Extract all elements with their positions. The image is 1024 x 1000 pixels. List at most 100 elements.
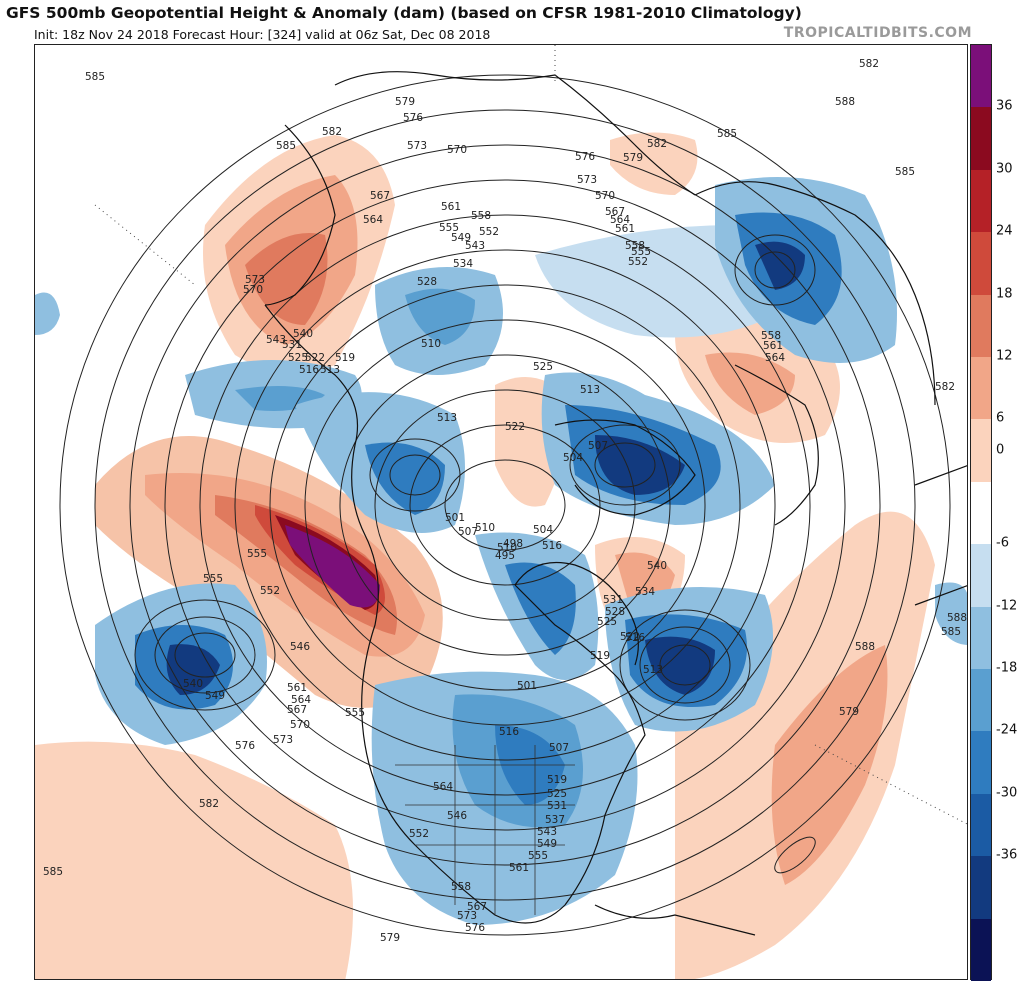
contour-label: 588 (855, 641, 875, 653)
contour-label: 573 (245, 274, 265, 286)
contour-label: 549 (451, 232, 471, 244)
contour-label: 543 (465, 240, 485, 252)
colorbar-tick-label: 18 (996, 286, 1013, 302)
contour-label: 498 (503, 538, 523, 550)
colorbar-swatch (971, 45, 991, 108)
contour-label: 516 (542, 540, 562, 552)
contour-label: 564 (610, 214, 630, 226)
contour-label: 507 (588, 440, 608, 452)
contour-label: 495 (495, 550, 515, 562)
contour-label: 585 (717, 128, 737, 140)
contour-label: 579 (839, 706, 859, 718)
chart-subtitle: Init: 18z Nov 24 2018 Forecast Hour: [32… (34, 27, 491, 42)
colorbar-swatch (971, 481, 991, 545)
colorbar-swatch (971, 232, 991, 296)
contour-label: 579 (380, 932, 400, 944)
contour-label: 510 (497, 542, 517, 554)
contour-label: 534 (453, 258, 473, 270)
colorbar-tick-label: 36 (996, 98, 1013, 114)
colorbar-swatch (971, 669, 991, 732)
contour-label: 579 (623, 152, 643, 164)
contour-label: 522 (620, 631, 640, 643)
colorbar-tick-label: -24 (996, 722, 1018, 738)
contour-label: 552 (479, 226, 499, 238)
contour-label: 507 (458, 526, 478, 538)
contour-label: 516 (299, 364, 319, 376)
contour-label: 543 (537, 826, 557, 838)
contour-label: 567 (605, 206, 625, 218)
contour-label: 561 (615, 223, 635, 235)
contour-label: 525 (547, 788, 567, 800)
contour-label: 555 (203, 573, 223, 585)
contour-label: 522 (305, 352, 325, 364)
colorbar-tick-label: 6 (996, 410, 1005, 426)
contour-label: 513 (437, 412, 457, 424)
contour-label: 513 (320, 364, 340, 376)
contour-label: 552 (628, 256, 648, 268)
contour-label: 576 (403, 112, 423, 124)
coastlines (264, 71, 967, 936)
anomaly-colorbar (970, 44, 992, 982)
contour-label: 534 (635, 586, 655, 598)
graticule (94, 45, 967, 825)
contour-label: 528 (417, 276, 437, 288)
contour-label: 582 (322, 126, 342, 138)
contour-label: 516 (625, 632, 645, 644)
contour-label: 564 (765, 352, 785, 364)
colorbar-tick-label: 30 (996, 161, 1013, 177)
contour-label: 570 (243, 284, 263, 296)
contour-label: 561 (763, 340, 783, 352)
contour-label: 555 (528, 850, 548, 862)
contour-label: 558 (451, 881, 471, 893)
contour-label: 576 (575, 151, 595, 163)
contour-label: 576 (235, 740, 255, 752)
chart-title: GFS 500mb Geopotential Height & Anomaly … (6, 4, 802, 22)
contour-label: 519 (335, 352, 355, 364)
contour-label: 519 (590, 650, 610, 662)
contour-label: 576 (465, 922, 485, 934)
contour-label: 537 (545, 814, 565, 826)
contour-label: 516 (499, 726, 519, 738)
contour-label: 525 (533, 361, 553, 373)
contour-label: 558 (471, 210, 491, 222)
contour-label: 519 (547, 774, 567, 786)
contour-label: 576 (967, 656, 968, 668)
contour-label: 570 (447, 144, 467, 156)
colorbar-tick-label: 12 (996, 348, 1013, 364)
contour-label: 561 (441, 201, 461, 213)
contour-label: 585 (895, 166, 915, 178)
contour-label: 561 (287, 682, 307, 694)
contour-label: 510 (421, 338, 441, 350)
contour-label: 546 (447, 810, 467, 822)
contour-label: 585 (276, 140, 296, 152)
contour-label: 513 (643, 664, 663, 676)
contour-label: 501 (517, 680, 537, 692)
contour-label: 573 (407, 140, 427, 152)
contour-label: 585 (941, 626, 961, 638)
contour-label: 528 (605, 606, 625, 618)
contour-label: 585 (43, 866, 63, 878)
contour-label: 540 (183, 678, 203, 690)
contour-label: 546 (290, 641, 310, 653)
contour-label: 573 (457, 910, 477, 922)
colorbar-tick-label: 24 (996, 223, 1013, 239)
contour-label: 555 (345, 707, 365, 719)
colorbar-swatch (971, 544, 991, 608)
contour-label: 555 (631, 246, 651, 258)
map-panel: 585 579 576 573 570 582 585 567 564 561 558 555 549 5… (34, 44, 968, 980)
contour-label: 567 (287, 704, 307, 716)
colorbar-tick-label: -12 (996, 598, 1018, 614)
contour-label: 585 (85, 71, 105, 83)
contour-label: 564 (363, 214, 383, 226)
contour-label: 555 (439, 222, 459, 234)
colorbar-swatch (971, 856, 991, 920)
contour-label: 504 (563, 452, 583, 464)
contour-label: 531 (547, 800, 567, 812)
contour-label: 540 (647, 560, 667, 572)
contour-label: 507 (549, 742, 569, 754)
contour-label: 582 (199, 798, 219, 810)
contour-label: 555 (247, 548, 267, 560)
contour-label: 588 (835, 96, 855, 108)
contour-label: 579 (395, 96, 415, 108)
